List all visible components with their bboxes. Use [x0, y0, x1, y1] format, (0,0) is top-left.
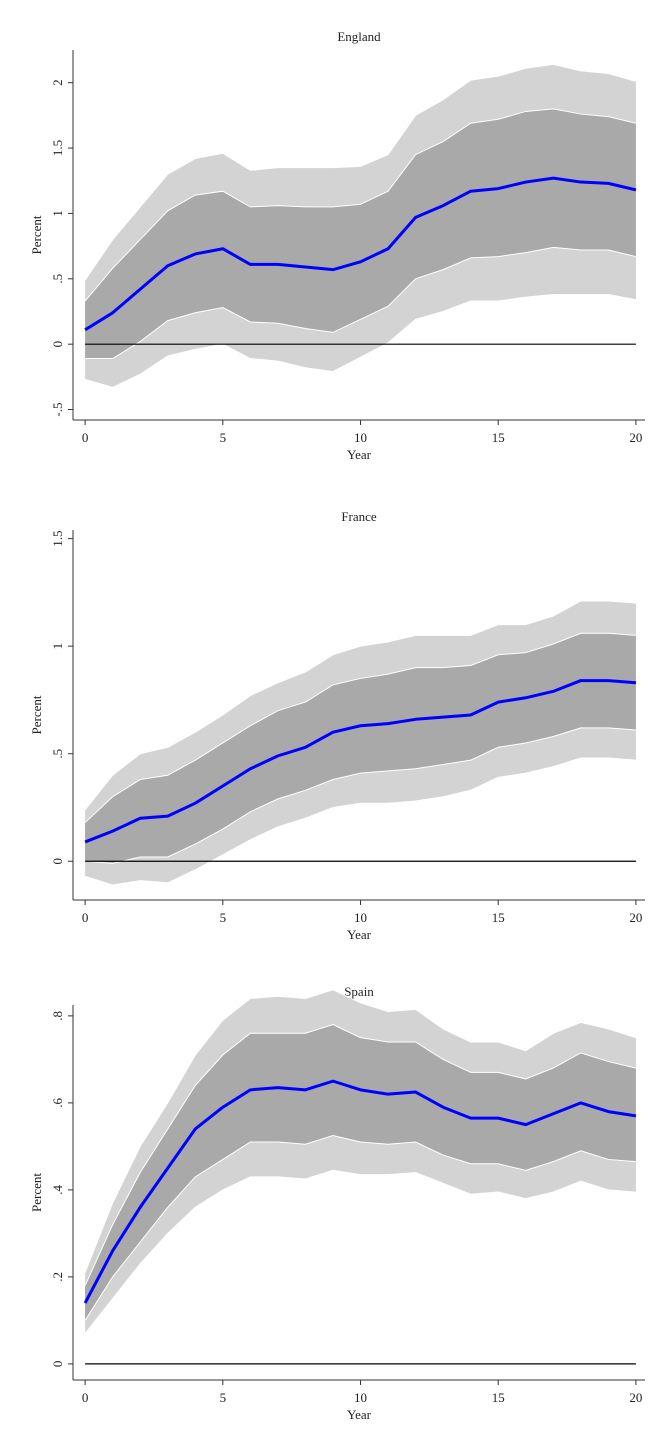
band-edge	[84, 293, 637, 388]
y-tick-label: 1.5	[50, 140, 65, 156]
x-tick-label: 10	[354, 910, 367, 925]
y-axis-label: Percent	[29, 1173, 44, 1212]
x-tick-label: 5	[220, 910, 227, 925]
x-tick-label: 15	[492, 1390, 505, 1405]
band-edge	[84, 757, 636, 886]
band-edge	[85, 727, 636, 864]
y-tick-label: 1	[50, 643, 65, 650]
y-axis-label: Percent	[29, 215, 44, 254]
y-tick-label: 1.5	[50, 530, 65, 546]
band-edge	[85, 246, 637, 360]
x-axis-label: Year	[347, 1407, 372, 1422]
band-edge	[84, 632, 636, 823]
x-tick-label: 10	[354, 1390, 367, 1405]
x-tick-label: 5	[220, 430, 227, 445]
estimate-line	[83, 1079, 637, 1304]
y-tick-label: .2	[50, 1272, 65, 1282]
y-tick-label: -.5	[50, 402, 65, 416]
estimate-line	[84, 679, 637, 844]
x-tick-label: 15	[492, 910, 505, 925]
panel-title: France	[341, 509, 377, 524]
y-tick-label: .8	[50, 1011, 65, 1021]
confidence-band	[85, 633, 636, 864]
panel-title: Spain	[344, 984, 374, 999]
y-tick-label: 0	[50, 858, 65, 865]
x-tick-label: 15	[492, 430, 505, 445]
confidence-band	[85, 1024, 636, 1321]
y-tick-label: 0	[50, 1361, 65, 1368]
band-edge	[84, 1169, 636, 1334]
band-edge	[84, 600, 636, 810]
y-axis-label: Percent	[29, 695, 44, 734]
x-tick-label: 0	[82, 1390, 89, 1405]
y-tick-label: .6	[50, 1098, 65, 1108]
y-tick-label: .5	[50, 749, 65, 759]
band-edge	[84, 1134, 636, 1321]
x-tick-label: 20	[629, 1390, 642, 1405]
y-tick-label: 2	[50, 79, 65, 86]
y-tick-label: 0	[50, 341, 65, 348]
x-axis-label: Year	[347, 447, 372, 462]
y-tick-label: .4	[50, 1185, 65, 1195]
x-tick-label: 20	[629, 910, 642, 925]
x-axis-label: Year	[347, 927, 372, 942]
x-tick-label: 0	[82, 430, 89, 445]
confidence-band	[85, 108, 636, 359]
band-edge	[84, 63, 637, 281]
y-tick-label: .5	[50, 274, 65, 284]
y-tick-label: 1	[50, 210, 65, 217]
panel-title: England	[337, 29, 381, 44]
x-tick-label: 0	[82, 910, 89, 925]
band-edge	[84, 108, 637, 302]
band-edge	[84, 989, 637, 1273]
x-tick-label: 10	[354, 430, 367, 445]
x-tick-label: 5	[220, 1390, 227, 1405]
band-edge	[84, 1024, 637, 1286]
x-tick-label: 20	[629, 430, 642, 445]
estimate-line	[84, 176, 637, 332]
